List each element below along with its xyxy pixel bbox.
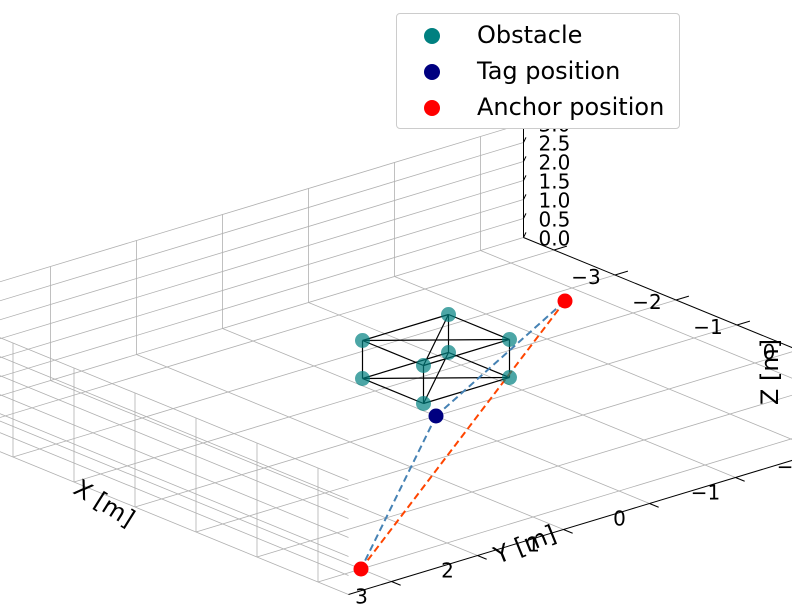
obstacle-edge [362,351,449,380]
legend-label-obstacle: Obstacle [477,21,583,49]
y-tick-label: −3 [571,265,600,289]
z-tick [523,175,527,181]
grid-backwall-y-horizontal [0,161,524,321]
z-tick-label: 1.0 [539,189,571,213]
obstacle-edge [422,314,450,366]
grid-backwall-x-horizontal [0,451,349,595]
obstacle-edge [423,376,510,405]
legend-label-tag-position: Tag position [477,57,621,85]
x-tick [649,503,659,508]
legend: Obstacle Tag position Anchor position [396,13,680,129]
grid-floor-y [317,438,792,583]
grid-floor-y [0,249,555,418]
grid-backwall-y-horizontal [0,218,524,378]
y-tick [675,295,690,301]
y-tick [614,270,629,276]
obstacle-edge [423,338,510,367]
obstacle-edge [448,313,510,341]
grid-floor-x [0,420,392,582]
legend-item-anchor-position: Anchor position [397,90,679,124]
y-tick [553,245,568,251]
legend-marker-tag-position [424,64,440,80]
grid-backwall-x-horizontal [0,356,349,500]
grid-backwall-y-horizontal [0,199,524,359]
dashed-line-2 [435,300,566,417]
x-tick [391,581,401,586]
z-tick [523,156,527,162]
grid-backwall-y-horizontal [0,180,524,340]
grid-backwall-x-horizontal [0,337,349,481]
grid-backwall-x-horizontal [0,375,349,519]
grid-floor-x [136,354,564,530]
z-tick [523,213,527,219]
grid-lines [0,123,792,595]
axes [348,118,792,595]
x-tick-label: 0 [613,507,626,531]
x-tick-label: 3 [355,585,368,609]
obstacle-point [355,371,370,386]
obstacle-edge [362,339,424,367]
grid-backwall-x-horizontal [0,394,349,538]
dashed-line-0 [360,300,566,570]
x-axis-label: X [m] [69,474,140,533]
x-tick-label: 2 [441,559,454,583]
z-tick-label: 2.5 [539,132,571,156]
grid-floor-y [195,351,792,533]
legend-marker-anchor-position [424,100,440,116]
z-tick [523,137,527,143]
z-tick-label: 1.5 [539,170,571,194]
x-tick-label: 1 [527,533,540,557]
obstacle-point [441,307,456,322]
obstacle-point [416,396,431,411]
x-tick [477,555,487,560]
axis-labels: −3−2−10123−3−2−101230.00.51.01.52.02.53.… [69,113,792,609]
x-tick-label: −2 [777,455,792,479]
obstacle-point [355,333,370,348]
grid-backwall-x-horizontal [0,413,349,557]
y-tick-label: −2 [632,290,661,314]
grid-backwall-y-horizontal [0,123,524,283]
x-tick-label: −1 [691,481,720,505]
y-tick [736,320,751,326]
y-tick-label: −1 [693,315,722,339]
dashed-line-1 [360,415,437,570]
grid-floor-y [256,394,792,558]
tag-position-point [428,408,444,424]
z-tick-label: 2.0 [539,151,571,175]
x-tick [563,529,573,534]
obstacle-point [502,332,517,347]
grid-backwall-x-horizontal [0,432,349,576]
legend-item-tag-position: Tag position [397,54,679,88]
x-axis-line [348,459,792,595]
y-axis-line [523,237,792,349]
obstacle-point [502,370,517,385]
grid-floor-x [50,380,478,556]
z-tick-label: 0.5 [539,208,571,232]
obstacle-edge [362,313,449,342]
legend-marker-obstacle [424,28,440,44]
obstacle-point [416,358,431,373]
z-axis-label: Z [m] [756,339,784,405]
grid-floor-x [394,276,792,440]
z-tick-label: 0.0 [539,227,571,251]
legend-item-obstacle: Obstacle [397,18,679,52]
legend-label-anchor-position: Anchor position [477,93,665,121]
grid-backwall-y-horizontal [0,142,524,302]
anchor-position-point [557,293,573,309]
grid-backwall-y-horizontal [0,237,524,397]
z-tick [523,232,527,238]
obstacle-edge [422,352,450,404]
anchor-position-point [353,561,369,577]
data-points [353,293,573,577]
y-tick-label: 0 [763,340,776,364]
obstacle-edge [448,351,510,379]
z-tick [523,194,527,200]
x-tick [735,477,745,482]
obstacle-edge [362,377,424,405]
obstacle-point [441,345,456,360]
